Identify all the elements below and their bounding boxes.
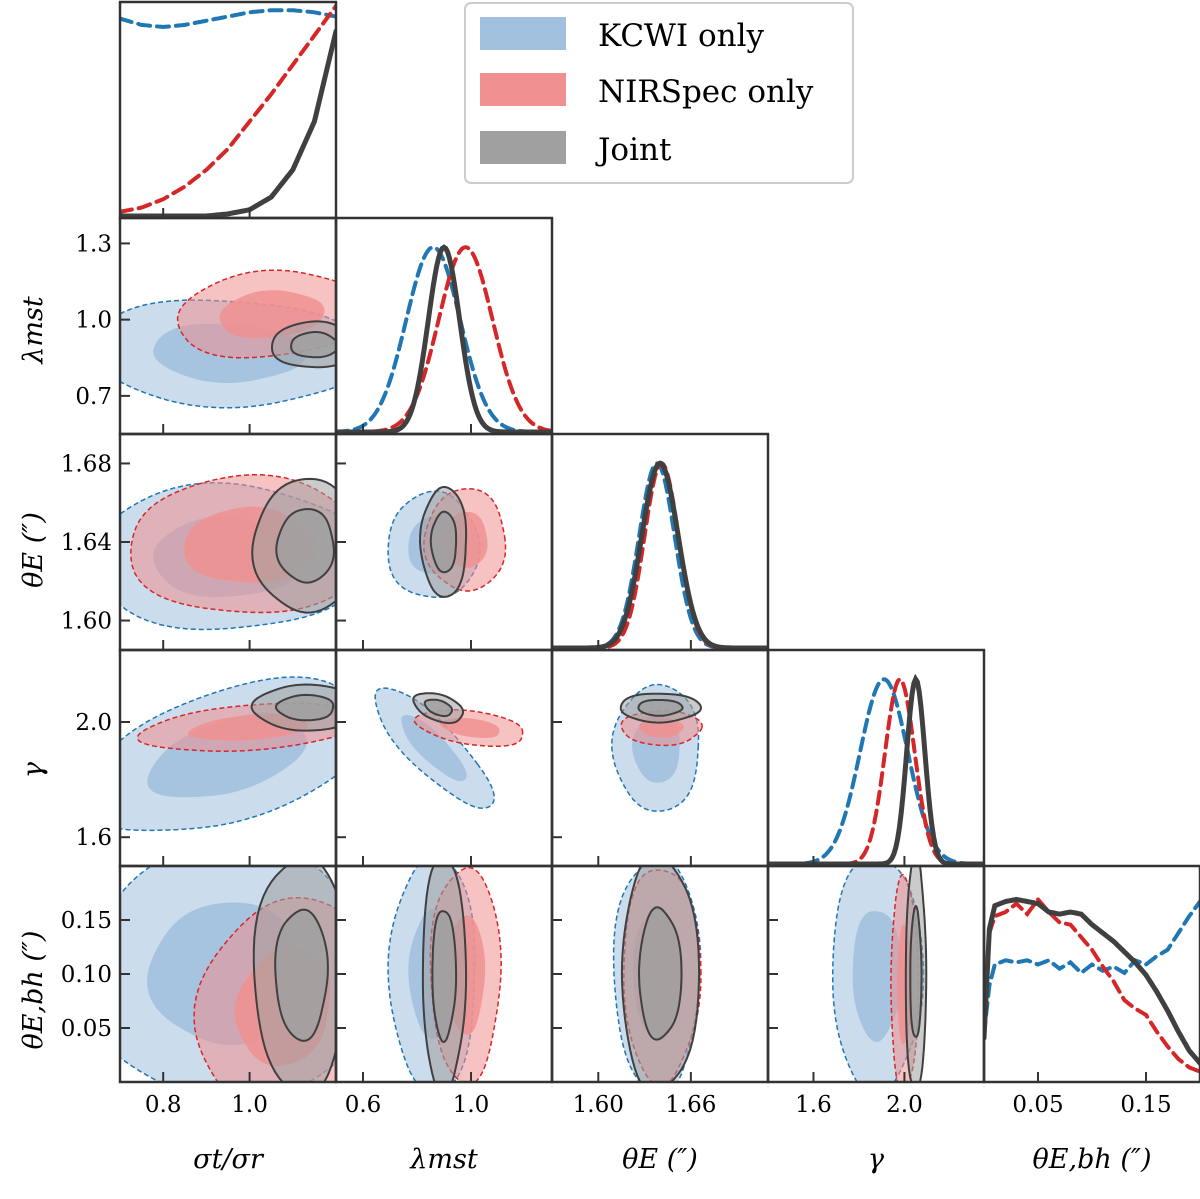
y-tick-label-lambda: 0.7: [75, 384, 112, 410]
frame-diag-gamma: [766, 648, 986, 868]
x-axis-label-sigma: σt/σr: [193, 1144, 265, 1175]
y-axis-label-lambda: λmst: [18, 296, 49, 365]
marginal-thetaEbh-joint: [984, 896, 1200, 1066]
y-tick-label-thetaEbh: 0.15: [61, 908, 112, 934]
panel-lambda-gamma: [374, 687, 524, 810]
legend-swatch-kcwi: [480, 17, 566, 50]
diag-panel-thetaE: [552, 460, 768, 650]
diag-panel-sigma: [120, 4, 336, 218]
x-tick-label-sigma: 0.8: [145, 1092, 182, 1118]
legend: KCWI only NIRSpec only Joint: [464, 2, 854, 184]
marginal-lambda-joint: [336, 244, 552, 434]
y-tick-label-lambda: 1.0: [75, 308, 112, 334]
marginal-lambda-nirspec-only: [336, 245, 552, 434]
panels-layer: 0.7 1.0 1.3 1.60 1.64 1.68 1.6 2.0 0.8 1.0 0.05 0.1…: [61, 0, 1200, 1118]
frame-diag-lambda: [334, 216, 554, 436]
contour-inner-joint: [637, 699, 684, 717]
x-axis-label-thetaE: θE (″): [622, 1144, 698, 1175]
x-axis-label-gamma: γ: [868, 1144, 885, 1175]
contour-inner-joint: [909, 904, 923, 1038]
marginal-sigma-kcwi-only: [120, 8, 336, 30]
y-axis-label-gamma: γ: [18, 761, 49, 778]
contour-inner-joint: [431, 910, 458, 1044]
panel-thetaE-thetaEbh: [612, 866, 702, 1082]
contour-inner-joint: [423, 698, 454, 718]
marginal-thetaE-nirspec-only: [552, 460, 768, 650]
x-tick-label-thetaEbh: 0.15: [1120, 1092, 1171, 1118]
marginal-thetaEbh-kcwi-only: [984, 899, 1200, 1036]
contour-inner-kcwi-only: [852, 911, 903, 1042]
legend-label-kcwi: KCWI only: [598, 18, 765, 54]
marginal-gamma-kcwi-only: [768, 677, 984, 866]
contour-inner-joint: [637, 906, 683, 1041]
marginal-lambda-kcwi-only: [336, 245, 552, 434]
marginal-thetaEbh-nirspec-only: [984, 896, 1200, 1074]
y-tick-label-gamma: 2.0: [75, 710, 112, 736]
x-tick-label-sigma: 1.0: [231, 1092, 268, 1118]
y-axis-label-thetaEbh: θE,bh (″): [18, 931, 49, 1050]
contour-inner-joint: [275, 693, 335, 722]
x-tick-label-lambda: 1.0: [453, 1092, 490, 1118]
y-tick-label-thetaE: 1.68: [61, 451, 112, 477]
y-tick-label-thetaE: 1.60: [61, 609, 112, 635]
marginal-sigma-nirspec-only: [120, 4, 336, 214]
panel-lambda-thetaE: [387, 485, 507, 599]
y-axis-label-thetaE: θE (″): [18, 512, 49, 588]
y-tick-label-lambda: 1.3: [75, 231, 112, 257]
contour-inner-joint: [275, 508, 335, 584]
x-axis-label-thetaEbh: θE,bh (″): [1033, 1144, 1152, 1175]
x-axis-label-lambda: λmst: [409, 1144, 478, 1175]
y-tick-label-thetaEbh: 0.10: [61, 962, 112, 988]
contour-inner-joint: [274, 908, 329, 1042]
diag-panel-thetaEbh: [984, 896, 1200, 1074]
marginal-thetaE-kcwi-only: [552, 461, 768, 650]
y-tick-label-thetaE: 1.64: [61, 530, 112, 556]
legend-label-nirspec: NIRSpec only: [598, 74, 814, 110]
marginal-sigma-joint: [120, 28, 336, 218]
y-tick-label-thetaEbh: 0.05: [61, 1016, 112, 1042]
contour-inner-kcwi-only: [401, 715, 467, 782]
contour-inner-nirspec-only: [639, 718, 684, 738]
panel-sigma-thetaE: [120, 474, 336, 631]
panel-sigma-gamma: [120, 676, 336, 832]
marginal-thetaE-joint: [552, 460, 768, 650]
legend-swatch-joint: [480, 131, 566, 164]
x-tick-label-thetaE: 1.60: [573, 1092, 624, 1118]
panel-thetaE-gamma: [611, 683, 703, 812]
marginal-gamma-nirspec-only: [768, 676, 984, 866]
legend-label-joint: Joint: [595, 132, 672, 168]
x-tick-label-gamma: 1.6: [795, 1092, 832, 1118]
contour-inner-joint: [429, 510, 458, 574]
axis-labels-layer: σt/σr λmst θE (″) γ θE,bh (″) λmst θE (″…: [18, 296, 1151, 1175]
x-tick-label-thetaE: 1.66: [665, 1092, 716, 1118]
frame-diag-sigma: [118, 0, 338, 220]
x-tick-label-gamma: 2.0: [886, 1092, 923, 1118]
panel-gamma-thetaEbh: [831, 866, 928, 1082]
panel-sigma-thetaEbh: [120, 866, 336, 1082]
x-tick-label-thetaEbh: 0.05: [1012, 1092, 1063, 1118]
diag-panel-gamma: [768, 673, 984, 866]
diag-panel-lambda: [336, 244, 552, 434]
marginal-gamma-joint: [768, 673, 984, 866]
x-tick-label-lambda: 0.6: [345, 1092, 382, 1118]
panel-lambda-thetaEbh: [387, 866, 502, 1082]
legend-swatch-nirspec: [480, 73, 566, 106]
contour-inner-joint: [290, 331, 336, 359]
y-tick-label-gamma: 1.6: [75, 825, 112, 851]
panel-sigma-lambda: [120, 269, 336, 409]
